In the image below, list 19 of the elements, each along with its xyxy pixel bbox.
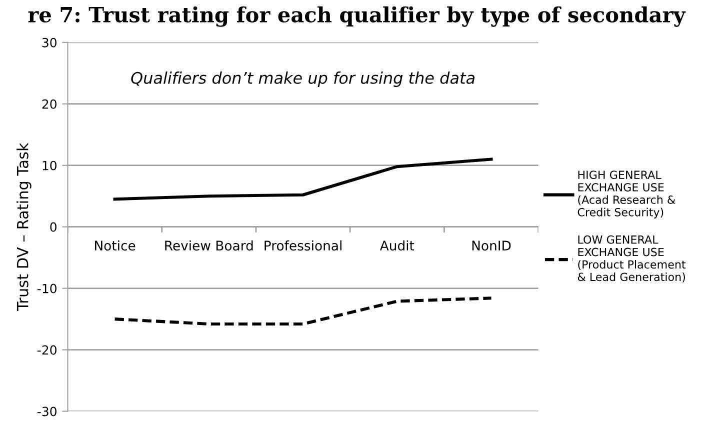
y-tick-label: -30	[38, 406, 56, 416]
y-axis-title: Trust DV – Rating Task	[16, 142, 32, 311]
y-tick-label: 10	[42, 160, 56, 170]
legend-label: LOW GENERAL EXCHANGE USE (Product Placement & Lead Generation)	[578, 235, 686, 282]
legend-label: HIGH GENERAL EXCHANGE USE (Acad Research & Credit Security)	[578, 170, 676, 219]
x-tick-label: Professional	[264, 240, 342, 251]
x-tick-label: Notice	[95, 240, 136, 251]
annotation: Qualifiers don’t make up for using the data	[131, 72, 474, 88]
x-tick-label: NonID	[472, 240, 511, 251]
y-tick-label: 20	[42, 99, 56, 109]
line-series	[113, 296, 493, 326]
x-tick-label: Audit	[380, 240, 414, 251]
line-series	[113, 158, 493, 201]
x-tick-label: Review Board	[165, 240, 253, 251]
chart-title: re 7: Trust rating for each qualifier by type of secondary	[28, 6, 686, 27]
y-tick-label: -10	[38, 284, 56, 294]
y-tick-label: 30	[42, 38, 56, 48]
y-tick-label: 0	[50, 222, 56, 232]
y-tick-label: -20	[38, 345, 56, 355]
